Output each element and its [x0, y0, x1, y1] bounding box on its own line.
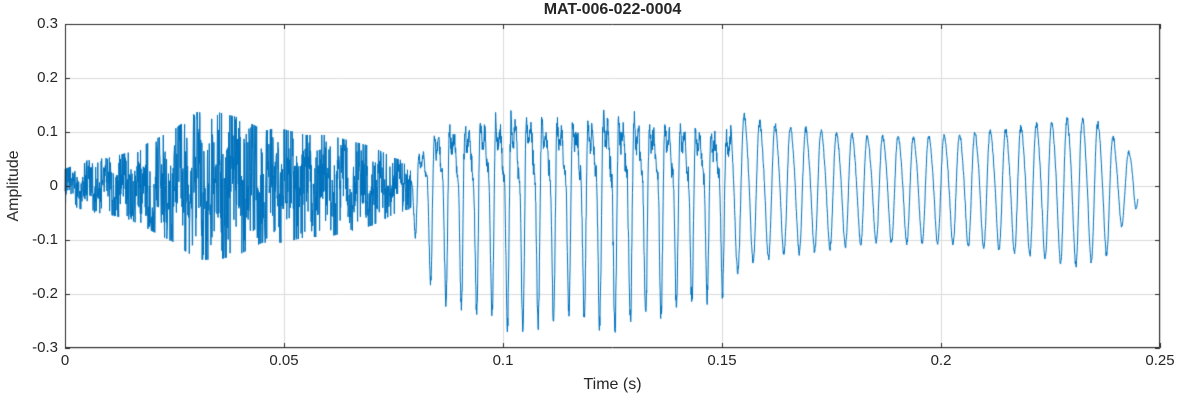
y-axis-label: Amplitude [5, 150, 22, 222]
chart-title: MAT-006-022-0004 [543, 1, 682, 18]
x-axis-label: Time (s) [583, 376, 642, 393]
